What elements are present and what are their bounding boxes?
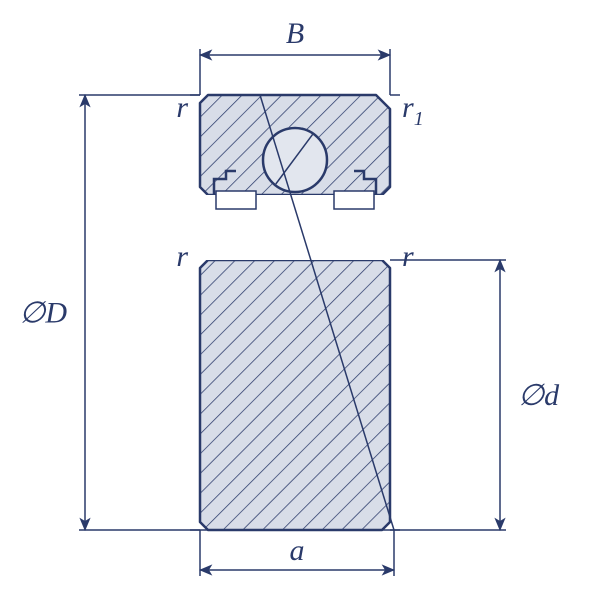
r_br-label: r <box>402 240 414 273</box>
r1-label: r1 <box>402 91 424 130</box>
r_bl-label: r <box>176 240 188 273</box>
B-label: B <box>286 17 304 50</box>
D-label: ∅D <box>19 297 67 330</box>
r_tl-label: r <box>176 91 188 124</box>
a-label: a <box>290 534 305 567</box>
d-label: ∅d <box>518 379 560 412</box>
